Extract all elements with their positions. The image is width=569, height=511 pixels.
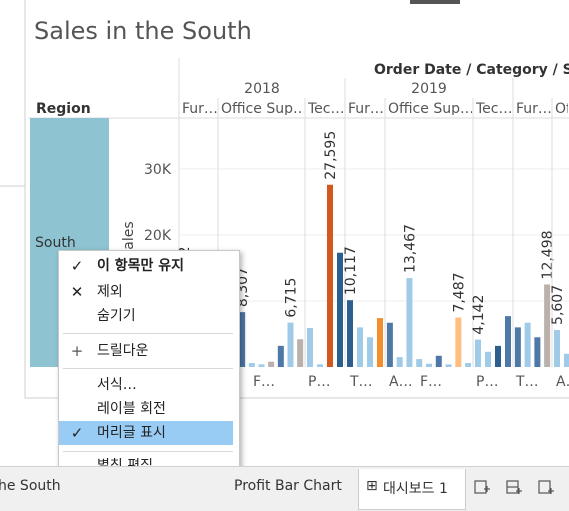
bar xyxy=(505,316,511,367)
bar xyxy=(406,278,413,367)
value-label: 10,117 xyxy=(343,246,359,295)
year-header: 2019 xyxy=(411,81,447,97)
bar xyxy=(258,364,265,367)
category-header: Fur… xyxy=(182,101,218,117)
tab-bar: he South Profit Bar Chart ⊞ 대시보드 1 xyxy=(0,466,569,511)
value-label: 27,595 xyxy=(323,131,339,180)
bar xyxy=(445,364,452,367)
bar xyxy=(347,300,353,367)
value-label: 5,607 xyxy=(550,285,566,325)
bar xyxy=(367,337,373,367)
top-bar xyxy=(410,0,460,4)
bar xyxy=(239,312,246,367)
row-header: Region xyxy=(36,101,91,117)
menu-label: 제외 xyxy=(97,284,123,300)
bar xyxy=(416,359,423,367)
menu-label: 서식… xyxy=(97,377,137,393)
category-header: Office Sup… xyxy=(388,101,474,117)
x-tick-label: P… xyxy=(308,374,330,390)
value-label: 12,498 xyxy=(540,230,556,279)
year-header: 2018 xyxy=(244,81,280,97)
x-tick-label: A… xyxy=(556,374,569,390)
bar xyxy=(435,355,442,367)
menu-label: 머리글 표시 xyxy=(97,425,166,441)
x-tick-label: T… xyxy=(515,374,539,390)
menu-item-highlighted[interactable]: ✓ 머리글 표시 xyxy=(59,421,233,445)
menu-item[interactable]: + 드릴다운 xyxy=(70,342,149,360)
bar xyxy=(534,337,541,367)
x-tick-label: A… xyxy=(389,374,413,390)
category-header: Tec… xyxy=(307,101,344,117)
bar xyxy=(386,322,393,367)
sheet-tab[interactable]: Profit Bar Chart xyxy=(234,478,342,494)
bar xyxy=(357,327,363,367)
x-tick-label: P… xyxy=(476,374,498,390)
menu-item[interactable]: ✓ 이 항목만 유지 xyxy=(70,257,185,275)
y-tick-label: 20K xyxy=(144,228,172,244)
menu-item[interactable]: ✕ 제외 xyxy=(70,283,123,301)
value-label: 13,467 xyxy=(402,224,418,273)
bar xyxy=(248,363,255,367)
category-header: Tec… xyxy=(475,101,512,117)
bar xyxy=(514,327,521,367)
x-tick-label: F… xyxy=(253,374,275,390)
menu-item[interactable]: 숨기기 xyxy=(59,304,233,328)
bar xyxy=(277,345,284,367)
bar xyxy=(337,252,343,367)
value-label: 4,142 xyxy=(471,295,487,335)
new-sheet-icon[interactable] xyxy=(474,480,487,494)
category-header: Fur… xyxy=(516,101,552,117)
tab-label: 대시보드 1 xyxy=(383,481,448,497)
new-story-icon[interactable] xyxy=(538,480,551,494)
active-tab[interactable]: ⊞ 대시보드 1 xyxy=(358,469,466,510)
menu-label: 레이블 회전 xyxy=(97,401,166,417)
chart-title: Sales in the South xyxy=(34,17,252,45)
category-header: Of… xyxy=(555,101,569,117)
x-tick-label: F… xyxy=(420,374,442,390)
category-header: Fur… xyxy=(348,101,384,117)
menu-item[interactable]: 서식… xyxy=(59,373,233,397)
y-axis-label: Sales xyxy=(121,221,137,258)
bar xyxy=(327,184,333,367)
menu-item[interactable]: 레이블 회전 xyxy=(59,397,233,421)
row-label: South xyxy=(35,235,76,251)
x-tick-label: T… xyxy=(349,374,373,390)
separator xyxy=(63,333,233,334)
bar xyxy=(455,317,462,367)
tab-icons xyxy=(474,480,554,494)
menu-label: 숨기기 xyxy=(97,308,136,324)
tab-icon: ⊞ xyxy=(366,478,378,494)
bar xyxy=(377,318,383,367)
bar xyxy=(396,357,403,367)
column-header: Order Date / Category / Su xyxy=(374,62,569,78)
bar xyxy=(544,284,551,367)
menu-label: 이 항목만 유지 xyxy=(97,258,185,274)
bar xyxy=(297,339,304,367)
bar xyxy=(564,353,569,367)
separator xyxy=(63,451,233,452)
bar xyxy=(307,328,313,367)
category-header: Office Sup… xyxy=(221,101,307,117)
bar xyxy=(268,361,275,367)
value-label: 7,487 xyxy=(451,272,467,312)
menu-label: 드릴다운 xyxy=(97,343,149,359)
bar xyxy=(465,363,472,367)
bar xyxy=(485,351,491,367)
bar xyxy=(524,322,531,367)
separator xyxy=(63,368,233,369)
bar xyxy=(287,322,294,367)
bar xyxy=(495,345,501,367)
bar xyxy=(317,364,323,367)
sheet-tab[interactable]: he South xyxy=(0,478,61,494)
value-label: 6,715 xyxy=(284,278,300,318)
bar xyxy=(554,329,560,367)
bar xyxy=(475,339,481,367)
y-tick-label: 30K xyxy=(144,162,172,178)
bar xyxy=(426,363,432,367)
